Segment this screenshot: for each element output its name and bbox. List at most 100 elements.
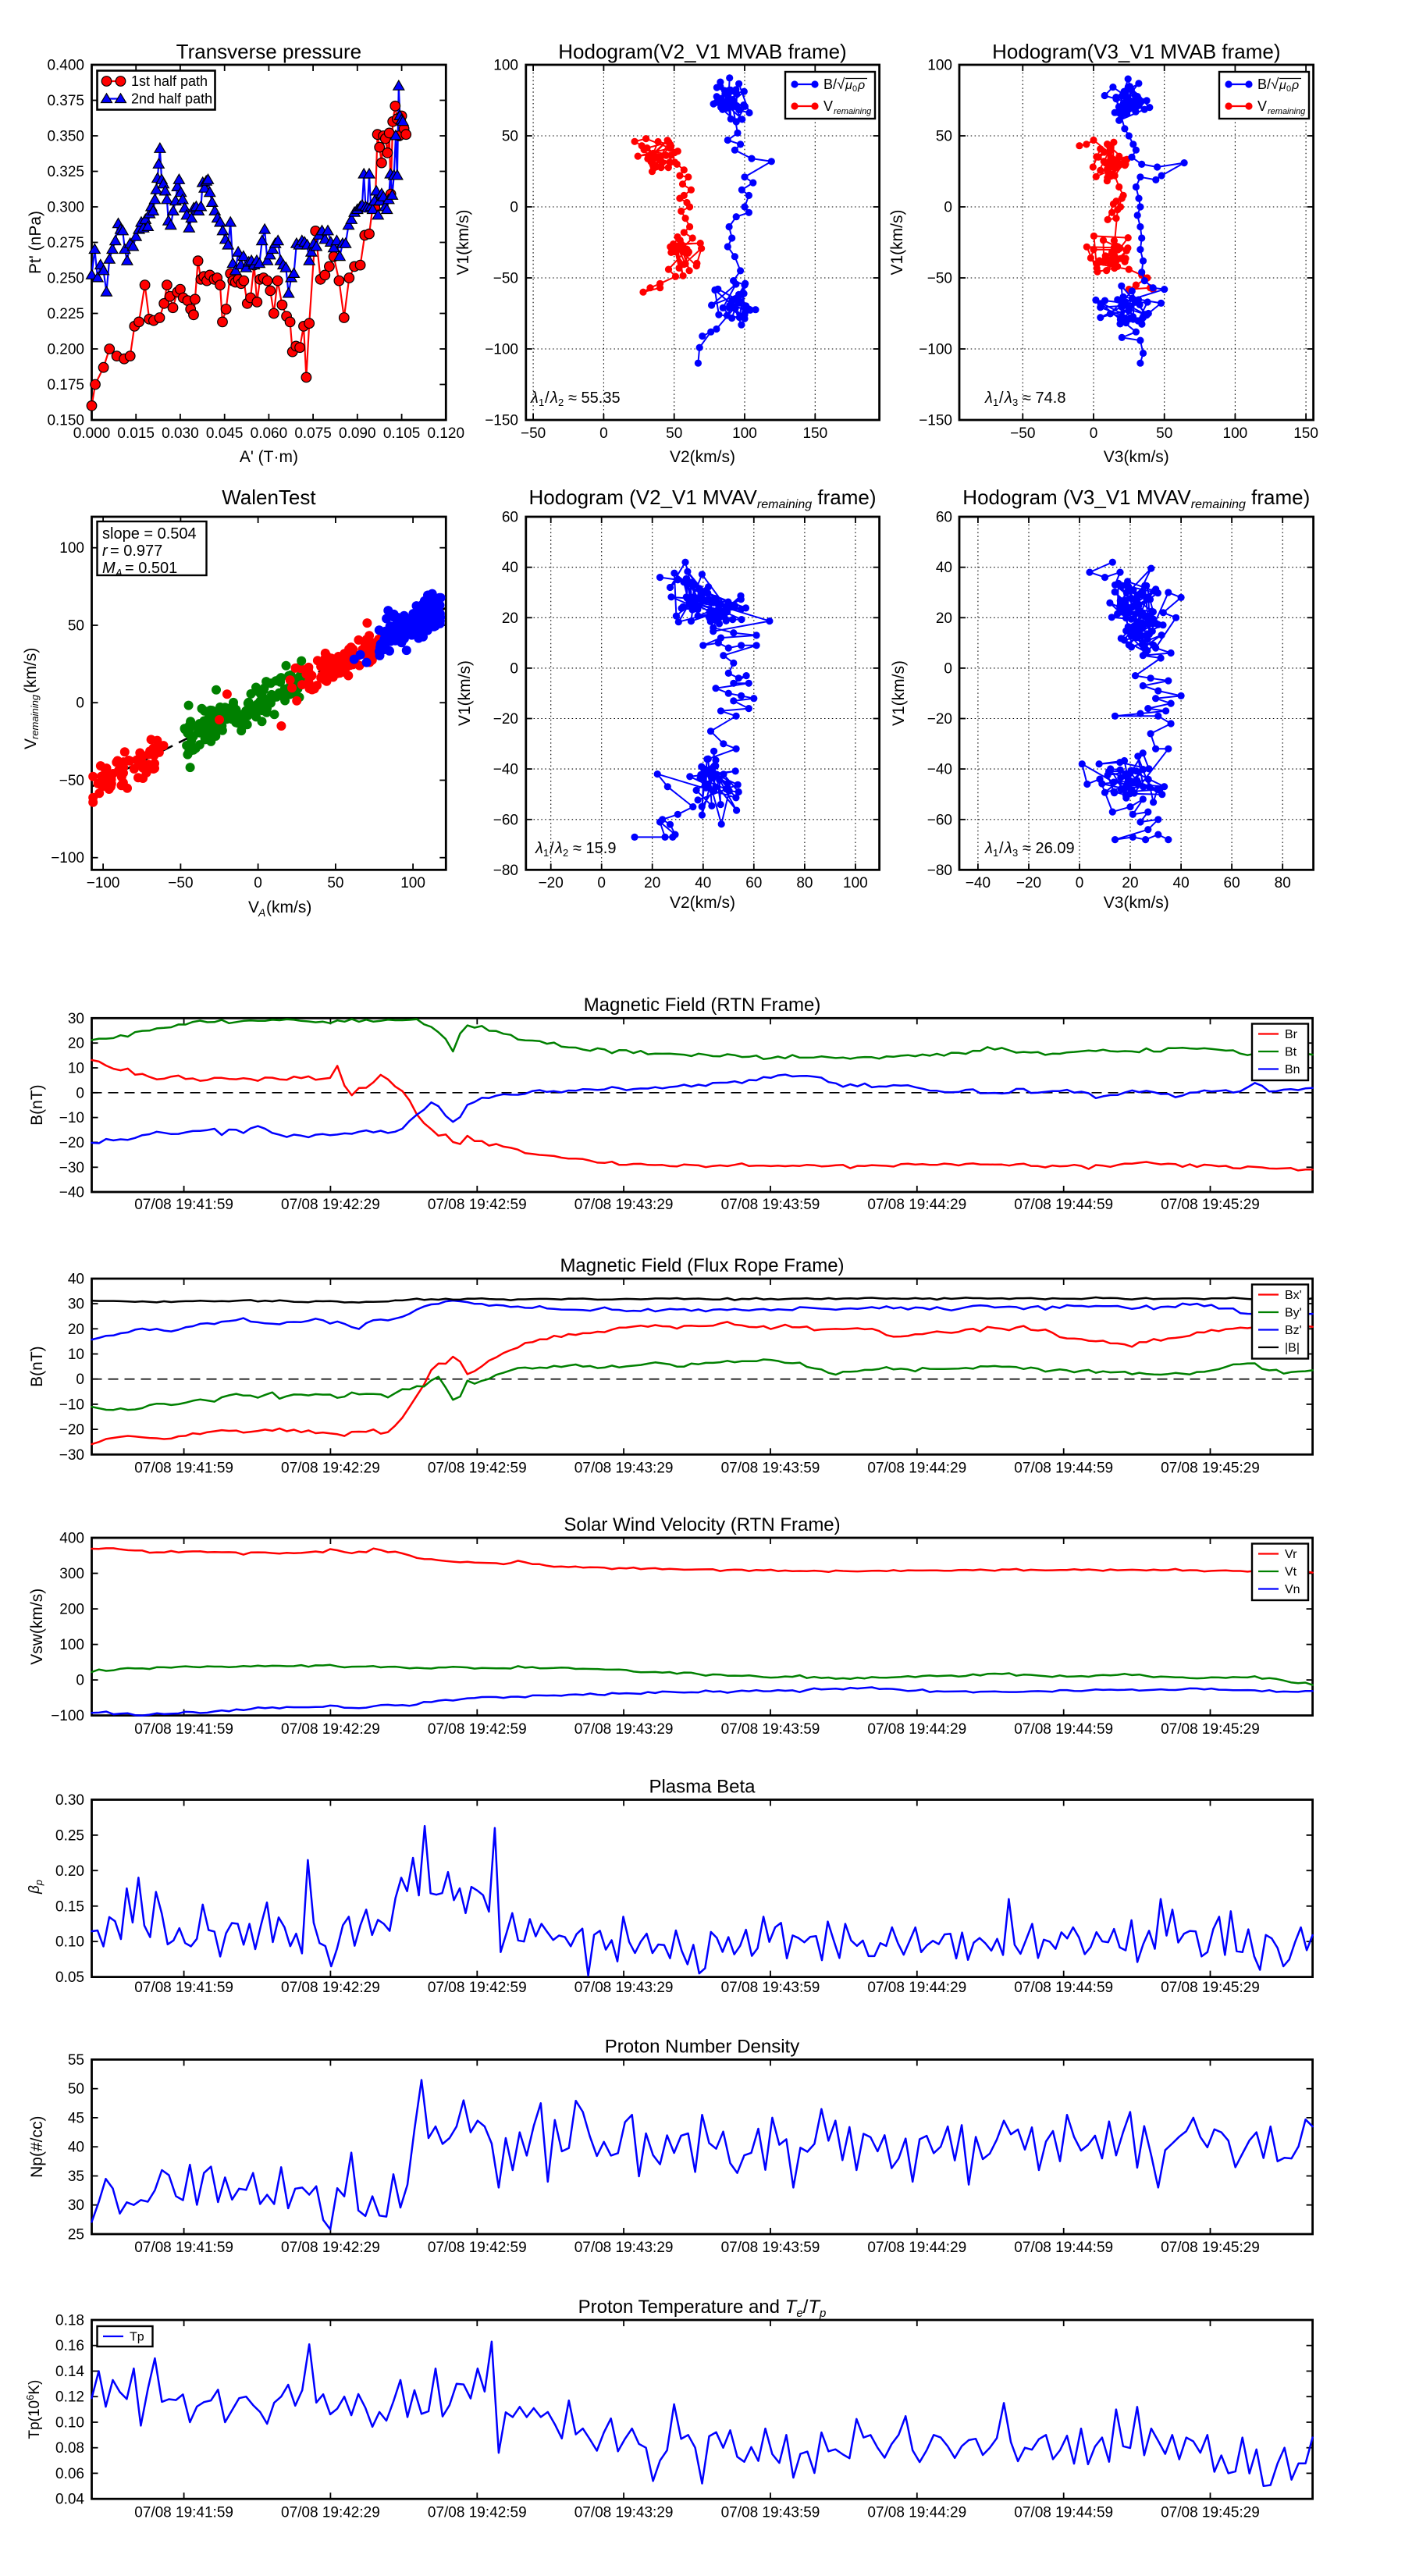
svg-text:07/08 19:43:59: 07/08 19:43:59 [721, 1721, 820, 1738]
svg-text:remaining: remaining [834, 107, 872, 116]
svg-text:−100: −100 [51, 850, 84, 866]
svg-text:−150: −150 [919, 413, 952, 429]
svg-text:−40: −40 [493, 762, 518, 778]
svg-text:07/08 19:43:59: 07/08 19:43:59 [721, 1197, 820, 1213]
svg-text:60: 60 [502, 510, 518, 526]
svg-text:0: 0 [76, 1372, 84, 1388]
svg-text:≈ 74.8: ≈ 74.8 [1023, 390, 1065, 407]
svg-text:B(nT): B(nT) [28, 1346, 46, 1387]
svg-text:−80: −80 [493, 863, 518, 879]
svg-text:400: 400 [59, 1531, 84, 1547]
svg-text:V3(km/s): V3(km/s) [1104, 448, 1169, 466]
svg-text:40: 40 [68, 2140, 84, 2156]
svg-text:100: 100 [59, 1637, 84, 1653]
svg-text:07/08 19:44:59: 07/08 19:44:59 [1014, 1980, 1113, 1996]
svg-text:Bt: Bt [1285, 1046, 1297, 1059]
svg-text:40: 40 [1173, 875, 1190, 891]
svg-text:0.375: 0.375 [47, 93, 84, 109]
svg-text:200: 200 [59, 1602, 84, 1618]
svg-text:07/08 19:43:29: 07/08 19:43:29 [574, 2240, 674, 2256]
svg-text:Proton Number Density: Proton Number Density [605, 2037, 799, 2058]
svg-text:Vn: Vn [1285, 1583, 1300, 1596]
svg-text:λ: λ [984, 390, 993, 407]
svg-text:07/08 19:44:59: 07/08 19:44:59 [1014, 2504, 1113, 2521]
svg-text:Magnetic Field (RTN Frame): Magnetic Field (RTN Frame) [584, 994, 821, 1016]
svg-text:Tp: Tp [130, 2331, 144, 2344]
svg-text:Tp(106K): Tp(106K) [24, 2380, 43, 2439]
svg-text:/: / [999, 390, 1004, 407]
svg-text:50: 50 [68, 618, 84, 635]
svg-text:0.000: 0.000 [73, 425, 111, 442]
svg-text:−50: −50 [168, 875, 193, 891]
svg-text:07/08 19:42:29: 07/08 19:42:29 [281, 1461, 380, 1477]
svg-text:07/08 19:42:59: 07/08 19:42:59 [428, 1721, 527, 1738]
svg-text:0.060: 0.060 [251, 425, 288, 442]
svg-text:07/08 19:44:29: 07/08 19:44:29 [867, 2240, 966, 2256]
svg-text:40: 40 [936, 560, 952, 576]
svg-text:55: 55 [68, 2052, 84, 2069]
svg-text:07/08 19:41:59: 07/08 19:41:59 [134, 1980, 233, 1996]
svg-text:Proton Temperature and Te/Tp: Proton Temperature and Te/Tp [578, 2297, 827, 2320]
svg-text:0.350: 0.350 [47, 129, 84, 145]
svg-text:40: 40 [695, 875, 711, 891]
svg-text:07/08 19:43:59: 07/08 19:43:59 [721, 2240, 820, 2256]
svg-text:0.200: 0.200 [47, 342, 84, 358]
svg-text:2: 2 [558, 397, 564, 408]
svg-text:Br: Br [1285, 1028, 1298, 1041]
svg-text:λ: λ [535, 840, 543, 857]
svg-text:A: A [115, 567, 123, 578]
svg-text:100: 100 [493, 58, 518, 74]
svg-text:40: 40 [68, 1271, 84, 1287]
svg-text:60: 60 [745, 875, 762, 891]
svg-text:07/08 19:45:29: 07/08 19:45:29 [1161, 2240, 1260, 2256]
svg-text:λ: λ [1004, 840, 1012, 857]
svg-text:07/08 19:42:59: 07/08 19:42:59 [428, 1461, 527, 1477]
svg-text:−50: −50 [493, 271, 518, 287]
svg-text:0.04: 0.04 [55, 2492, 84, 2508]
svg-text:−40: −40 [59, 1185, 84, 1201]
svg-text:Pt' (nPa): Pt' (nPa) [27, 211, 44, 274]
svg-text:−60: −60 [493, 812, 518, 828]
svg-text:07/08 19:42:59: 07/08 19:42:59 [428, 1197, 527, 1213]
svg-text:07/08 19:44:59: 07/08 19:44:59 [1014, 1721, 1113, 1738]
svg-text:0: 0 [1090, 425, 1098, 442]
svg-text:−20: −20 [927, 711, 952, 728]
svg-text:Bz': Bz' [1285, 1324, 1302, 1337]
svg-text:r: r [102, 543, 108, 560]
svg-text:V2(km/s): V2(km/s) [670, 448, 735, 466]
svg-text:2: 2 [563, 847, 568, 859]
svg-text:≈ 55.35: ≈ 55.35 [568, 390, 621, 407]
svg-text:−40: −40 [966, 875, 991, 891]
svg-text:remaining: remaining [1268, 107, 1306, 116]
svg-text:0: 0 [944, 200, 952, 216]
svg-text:100: 100 [732, 425, 757, 442]
svg-text:0: 0 [597, 875, 606, 891]
svg-text:1: 1 [539, 397, 544, 408]
svg-text:07/08 19:45:29: 07/08 19:45:29 [1161, 2504, 1260, 2521]
svg-text:07/08 19:43:59: 07/08 19:43:59 [721, 1980, 820, 1996]
svg-text:10: 10 [68, 1347, 84, 1363]
svg-text:−20: −20 [59, 1135, 84, 1151]
svg-text:Hodogram(V3_V1 MVAB frame): Hodogram(V3_V1 MVAB frame) [992, 40, 1280, 63]
svg-text:V: V [1257, 98, 1267, 114]
svg-text:λ: λ [984, 840, 993, 857]
svg-text:50: 50 [666, 425, 682, 442]
svg-text:07/08 19:43:59: 07/08 19:43:59 [721, 1461, 820, 1477]
svg-text:07/08 19:43:29: 07/08 19:43:29 [574, 2504, 674, 2521]
svg-text:0: 0 [76, 696, 84, 712]
svg-text:3: 3 [1012, 847, 1018, 859]
svg-text:30: 30 [68, 1297, 84, 1313]
svg-text:50: 50 [68, 2081, 84, 2097]
svg-text:λ: λ [1004, 390, 1012, 407]
svg-text:07/08 19:41:59: 07/08 19:41:59 [134, 1461, 233, 1477]
svg-text:80: 80 [796, 875, 813, 891]
svg-text:−10: −10 [59, 1397, 84, 1413]
svg-text:150: 150 [1293, 425, 1318, 442]
svg-text:20: 20 [644, 875, 660, 891]
svg-text:0.225: 0.225 [47, 306, 84, 322]
svg-text:20: 20 [502, 610, 518, 627]
svg-text:0.14: 0.14 [55, 2364, 84, 2380]
svg-text:07/08 19:41:59: 07/08 19:41:59 [134, 1721, 233, 1738]
svg-text:300: 300 [59, 1566, 84, 1582]
svg-text:−100: −100 [51, 1708, 84, 1724]
